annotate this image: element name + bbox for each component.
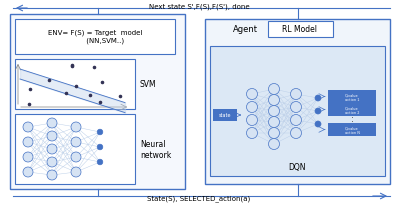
Circle shape bbox=[269, 84, 279, 95]
Point bbox=[26, 88, 33, 91]
Text: ENV= F(S) = Target  model
         (NN,SVM..): ENV= F(S) = Target model (NN,SVM..) bbox=[48, 30, 142, 44]
Text: Q-value
action 1: Q-value action 1 bbox=[345, 93, 359, 101]
Text: Next state S',F(S),F(S'), done: Next state S',F(S),F(S'), done bbox=[149, 3, 249, 9]
Point bbox=[87, 94, 93, 98]
Circle shape bbox=[269, 117, 279, 128]
Point bbox=[69, 64, 75, 67]
FancyBboxPatch shape bbox=[15, 60, 135, 110]
Circle shape bbox=[246, 102, 258, 113]
Text: Q-value
action 2: Q-value action 2 bbox=[345, 106, 359, 114]
FancyBboxPatch shape bbox=[15, 114, 135, 184]
Text: DQN: DQN bbox=[288, 162, 306, 171]
Circle shape bbox=[315, 121, 321, 127]
Circle shape bbox=[97, 130, 103, 135]
Circle shape bbox=[23, 167, 33, 177]
Point bbox=[99, 81, 105, 84]
Point bbox=[97, 101, 103, 104]
Point bbox=[73, 85, 79, 88]
Circle shape bbox=[71, 167, 81, 177]
Circle shape bbox=[291, 115, 302, 126]
Circle shape bbox=[47, 144, 57, 154]
Point bbox=[91, 66, 98, 69]
Circle shape bbox=[269, 128, 279, 139]
Point bbox=[26, 103, 32, 106]
Circle shape bbox=[291, 102, 302, 113]
Circle shape bbox=[315, 95, 321, 102]
Circle shape bbox=[47, 131, 57, 141]
Point bbox=[62, 92, 69, 95]
Circle shape bbox=[71, 152, 81, 162]
Circle shape bbox=[291, 128, 302, 139]
Circle shape bbox=[269, 106, 279, 117]
FancyBboxPatch shape bbox=[15, 20, 175, 55]
Text: ·: · bbox=[351, 116, 353, 126]
FancyBboxPatch shape bbox=[268, 22, 333, 38]
Point bbox=[117, 95, 123, 98]
Circle shape bbox=[291, 89, 302, 100]
Text: Neural
network: Neural network bbox=[140, 140, 171, 159]
FancyBboxPatch shape bbox=[328, 123, 376, 136]
Circle shape bbox=[47, 157, 57, 167]
Circle shape bbox=[47, 170, 57, 180]
Circle shape bbox=[47, 118, 57, 128]
Text: ·: · bbox=[351, 112, 353, 122]
FancyBboxPatch shape bbox=[10, 15, 185, 189]
Point bbox=[69, 65, 75, 68]
Circle shape bbox=[269, 95, 279, 106]
Circle shape bbox=[23, 137, 33, 147]
Text: Agent: Agent bbox=[232, 24, 258, 33]
Text: state: state bbox=[219, 113, 231, 118]
Circle shape bbox=[23, 122, 33, 132]
Circle shape bbox=[97, 144, 103, 150]
Circle shape bbox=[97, 159, 103, 165]
Text: Q-value
action N: Q-value action N bbox=[345, 126, 359, 134]
Circle shape bbox=[246, 128, 258, 139]
FancyBboxPatch shape bbox=[210, 47, 385, 176]
Circle shape bbox=[71, 137, 81, 147]
Circle shape bbox=[246, 89, 258, 100]
Text: SVM: SVM bbox=[140, 80, 157, 89]
FancyBboxPatch shape bbox=[328, 91, 376, 103]
Text: State(S), SELECTED_action(a): State(S), SELECTED_action(a) bbox=[147, 194, 251, 201]
FancyBboxPatch shape bbox=[213, 110, 237, 121]
Circle shape bbox=[246, 115, 258, 126]
FancyBboxPatch shape bbox=[328, 103, 376, 116]
Circle shape bbox=[23, 152, 33, 162]
Circle shape bbox=[269, 139, 279, 150]
Point bbox=[46, 79, 52, 82]
Circle shape bbox=[71, 122, 81, 132]
Circle shape bbox=[315, 109, 321, 114]
FancyBboxPatch shape bbox=[205, 20, 390, 184]
Text: RL Model: RL Model bbox=[283, 25, 318, 34]
